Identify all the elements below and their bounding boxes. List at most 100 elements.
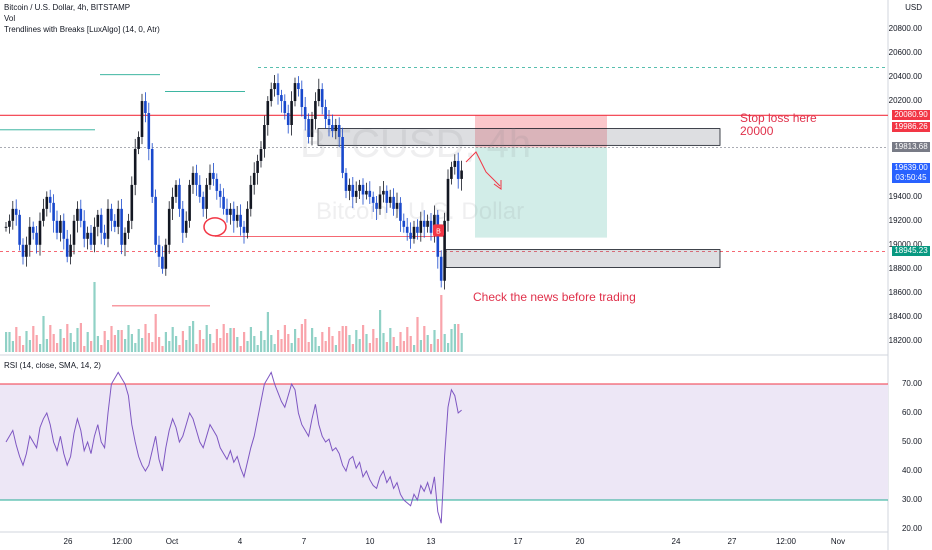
demand-zone-box [445,249,721,268]
candle-body [378,194,382,209]
volume-bar [341,326,344,352]
price-tick: 19200.00 [888,215,922,225]
volume-bar [392,337,395,352]
time-tick: Oct [165,537,179,546]
candle-body [439,256,443,281]
candle-body [412,226,416,239]
candle-body [276,83,280,96]
price-tick: 18400.00 [888,311,922,321]
candle-body [416,226,419,233]
candle-body [273,83,276,90]
candle-body [38,220,42,245]
candle-body [453,160,457,167]
price-tick: 20400.00 [888,72,922,82]
price-tag: 18945.23 [892,246,930,257]
candle-body [263,125,266,149]
volume-legend[interactable]: Vol [4,14,16,23]
volume-bar [266,312,269,352]
candle-body [382,190,385,195]
price-tag: 19813.68 [892,142,930,153]
volume-bar [198,330,201,352]
rsi-tick: 50.00 [901,437,922,446]
time-tick: 10 [365,537,375,546]
candle-body [120,208,123,245]
volume-bar [317,346,320,352]
candle-body [388,196,392,203]
time-tick: Nov [830,537,846,546]
volume-bar [110,326,113,352]
volume-bar [8,332,11,352]
break-badge [433,224,444,237]
volume-bar [22,345,25,352]
candle-body [303,107,307,120]
candle-body [446,178,450,221]
volume-bar [232,328,235,352]
candle-body [392,196,395,209]
volume-bar [32,326,35,352]
candle-body [4,226,8,228]
rsi-line [5,371,462,524]
volume-bar [294,329,297,352]
candle-body [266,101,270,125]
candle-body [320,89,324,108]
volume-bar [460,333,463,352]
candle-body [375,202,378,209]
volume-bar [273,344,276,352]
volume-bar [243,332,246,352]
volume-bar [66,324,69,352]
symbol-legend[interactable]: Bitcoin / U.S. Dollar, 4h, BITSTAMP [4,3,131,12]
candle-body [52,202,55,221]
candle-body [167,208,171,245]
volume-bar [86,332,89,352]
volume-bar [202,339,205,352]
volume-bar [300,324,303,352]
candle-body [327,119,331,125]
volume-bar [239,346,242,352]
volume-bar [389,328,392,352]
candle-body [290,101,293,125]
candle-body [178,184,181,209]
candle-body [96,214,100,227]
risk-zone [475,115,607,148]
candle-body [157,244,161,257]
candle-body [174,184,178,197]
price-tag: 20080.90 [892,110,930,121]
candle-body [21,244,25,257]
volume-bar [130,334,133,352]
candle-body [314,101,317,120]
candle-body [293,83,297,102]
volume-bar [433,330,436,352]
volume-bar [25,331,28,352]
volume-bar [443,334,446,352]
rsi-legend[interactable]: RSI (14, close, SMA, 14, 2) [4,361,101,370]
volume-bar [195,344,198,352]
candle-body [93,226,96,245]
candle-body [82,220,86,239]
indicator-legend[interactable]: Trendlines with Breaks [LuxAlgo] (14, 0,… [4,25,160,34]
volume-bar [209,334,212,352]
volume-bar [287,334,290,352]
candle-body [35,232,38,245]
candle-body [409,232,412,239]
time-tick: 26 [63,537,73,546]
candle-body [422,220,426,227]
candle-body [113,220,117,227]
candle-body [65,238,69,257]
time-tick: 24 [671,537,681,546]
candle-body [69,244,72,257]
candle-body [395,202,399,209]
volume-bar [62,338,65,352]
volume-bar [324,341,327,352]
candle-body [239,214,242,227]
volume-bar [154,314,157,352]
volume-bar [385,342,388,352]
volume-bar [181,331,184,352]
candle-body [341,136,344,173]
candle-body [229,208,232,215]
candle-body [72,220,76,245]
volume-bar [11,341,14,352]
candle-body [280,95,283,102]
candle-body [348,184,351,191]
candle-body [18,214,21,245]
